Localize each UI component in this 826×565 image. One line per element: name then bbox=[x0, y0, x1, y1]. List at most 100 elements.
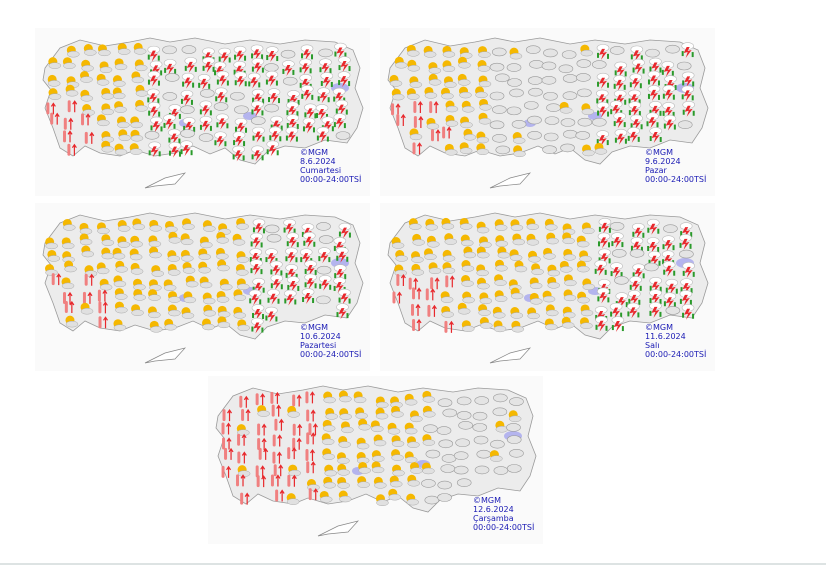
cloudy-icon bbox=[230, 91, 245, 101]
partly-cloudy-icon bbox=[112, 247, 126, 260]
cloud-shape bbox=[96, 79, 110, 86]
cloud-shape bbox=[339, 495, 352, 503]
rain-shape bbox=[647, 93, 650, 99]
rain-shape bbox=[287, 98, 290, 104]
thunderstorm-icon bbox=[147, 45, 161, 62]
lightning-shape bbox=[612, 267, 621, 279]
rain-shape bbox=[649, 136, 652, 142]
rain-shape bbox=[259, 299, 262, 305]
cloud-shape bbox=[112, 252, 126, 260]
lightning-shape bbox=[650, 255, 659, 267]
thermometer-shape bbox=[292, 423, 296, 436]
thunderstorm-icon bbox=[647, 85, 661, 101]
partly-cloudy-icon bbox=[116, 116, 130, 129]
rain-shape bbox=[226, 80, 229, 86]
arrow-up-shape bbox=[416, 287, 422, 300]
cloud-shape bbox=[489, 62, 505, 72]
cloudy-icon bbox=[592, 117, 607, 127]
partly-cloudy-icon bbox=[114, 58, 128, 71]
cloud-shape bbox=[63, 62, 76, 69]
partly-cloudy-icon bbox=[582, 144, 595, 157]
cloud-shape bbox=[113, 324, 127, 331]
hot-icon bbox=[50, 112, 60, 125]
partly-cloudy-icon bbox=[101, 103, 115, 116]
thermometer-shape bbox=[308, 488, 312, 501]
cloud-shape bbox=[180, 105, 195, 114]
rain-shape bbox=[629, 284, 632, 290]
thermometer-shape bbox=[411, 303, 415, 316]
thermometer-shape bbox=[306, 432, 310, 445]
cloud-shape bbox=[148, 294, 161, 301]
cloudy-icon bbox=[425, 449, 441, 459]
partly-cloudy-icon bbox=[479, 292, 493, 305]
rain-shape bbox=[611, 325, 614, 331]
hot-icon bbox=[97, 289, 108, 302]
partly-cloudy-icon bbox=[542, 290, 556, 303]
cloud-shape bbox=[99, 66, 113, 74]
rain-shape bbox=[656, 122, 659, 128]
cloud-shape bbox=[80, 307, 94, 315]
partly-cloudy-icon bbox=[392, 464, 405, 477]
thunderstorm-icon bbox=[649, 127, 662, 144]
cloud-shape bbox=[135, 105, 148, 112]
lightning-shape bbox=[253, 105, 262, 117]
partly-cloudy-icon bbox=[412, 233, 425, 246]
cloud-shape bbox=[460, 121, 473, 129]
lightning-shape bbox=[649, 75, 658, 87]
cloudy-icon bbox=[489, 62, 505, 72]
cloudy-icon bbox=[506, 63, 522, 72]
cloudy-icon bbox=[541, 76, 557, 85]
cloudy-icon bbox=[541, 61, 557, 71]
rain-shape bbox=[209, 125, 212, 131]
rain-shape bbox=[649, 109, 652, 115]
lightning-shape bbox=[335, 281, 344, 293]
rain-shape bbox=[150, 125, 153, 131]
cloud-shape bbox=[391, 242, 405, 249]
lightning-shape bbox=[596, 264, 605, 276]
cloud-shape bbox=[581, 108, 595, 116]
thunderstorm-icon bbox=[333, 113, 347, 130]
rain-shape bbox=[621, 242, 624, 248]
rain-shape bbox=[597, 52, 600, 58]
partly-cloudy-icon bbox=[513, 145, 526, 158]
partly-cloudy-icon bbox=[526, 218, 540, 231]
cloud-shape bbox=[372, 455, 385, 462]
lightning-shape bbox=[149, 75, 158, 87]
rain-shape bbox=[628, 98, 631, 104]
cloud-shape bbox=[436, 426, 452, 435]
thermometer-shape bbox=[413, 115, 417, 128]
rain-shape bbox=[640, 55, 643, 61]
thunderstorm-icon bbox=[627, 302, 640, 319]
cloud-shape bbox=[543, 48, 558, 58]
rain-shape bbox=[147, 54, 150, 60]
rain-shape bbox=[673, 302, 676, 308]
rain-shape bbox=[662, 93, 665, 99]
cloud-shape bbox=[61, 282, 75, 290]
cloud-shape bbox=[494, 279, 507, 286]
rain-shape bbox=[642, 232, 645, 238]
cloud-shape bbox=[442, 65, 456, 73]
cloud-shape bbox=[101, 145, 114, 153]
forecast-map-day4: ©MGM 11.6.2024 Salı 00:00-24:00TSİ bbox=[380, 203, 715, 371]
thunderstorm-icon bbox=[283, 289, 297, 306]
rain-shape bbox=[657, 80, 660, 86]
rain-shape bbox=[658, 260, 661, 266]
rain-shape bbox=[328, 257, 331, 263]
lightning-shape bbox=[182, 145, 191, 157]
cloudy-icon bbox=[438, 439, 454, 449]
partly-cloudy-icon bbox=[80, 302, 94, 315]
rain-shape bbox=[691, 52, 694, 58]
hot-icon bbox=[430, 129, 441, 142]
rain-shape bbox=[331, 126, 334, 132]
rain-shape bbox=[265, 315, 268, 321]
cloud-shape bbox=[81, 250, 95, 258]
lightning-shape bbox=[664, 89, 673, 101]
partly-cloudy-icon bbox=[135, 99, 148, 112]
cloud-shape bbox=[489, 91, 505, 101]
lightning-shape bbox=[253, 150, 262, 162]
cloud-shape bbox=[440, 296, 454, 303]
lightning-shape bbox=[182, 94, 191, 106]
hot-icon bbox=[222, 437, 232, 450]
cloud-shape bbox=[594, 148, 608, 155]
partly-cloudy-icon bbox=[340, 421, 354, 434]
